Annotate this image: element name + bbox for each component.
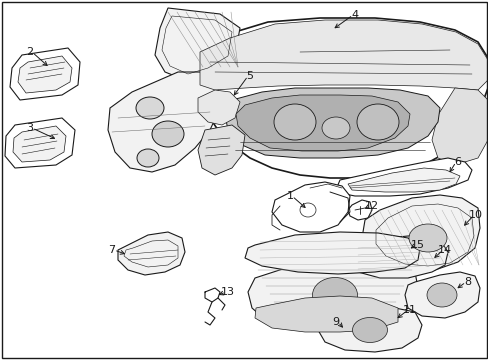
Polygon shape (347, 200, 371, 220)
Polygon shape (108, 72, 220, 172)
Text: 5: 5 (246, 71, 253, 81)
Polygon shape (431, 88, 487, 165)
Ellipse shape (352, 318, 386, 342)
Polygon shape (224, 88, 439, 158)
Text: 12: 12 (364, 201, 378, 211)
Polygon shape (347, 168, 459, 192)
Polygon shape (195, 18, 487, 178)
Polygon shape (200, 20, 487, 90)
Polygon shape (254, 296, 397, 332)
Polygon shape (18, 56, 72, 93)
Ellipse shape (137, 149, 159, 167)
Ellipse shape (321, 117, 349, 139)
Ellipse shape (273, 104, 315, 140)
Text: 15: 15 (410, 240, 424, 250)
Text: 11: 11 (402, 305, 416, 315)
Polygon shape (244, 232, 419, 274)
Ellipse shape (356, 104, 398, 140)
Polygon shape (5, 118, 75, 168)
Polygon shape (247, 258, 417, 332)
Text: 6: 6 (453, 157, 461, 167)
Text: 3: 3 (26, 123, 34, 133)
Polygon shape (404, 272, 479, 318)
Polygon shape (361, 195, 479, 272)
Text: 10: 10 (468, 210, 482, 220)
Text: 14: 14 (437, 245, 451, 255)
Polygon shape (198, 90, 240, 125)
Polygon shape (271, 182, 349, 232)
Polygon shape (345, 235, 447, 278)
Text: 13: 13 (221, 287, 235, 297)
Ellipse shape (312, 278, 357, 312)
Ellipse shape (152, 121, 183, 147)
Text: 8: 8 (464, 277, 470, 287)
Polygon shape (155, 8, 240, 80)
Polygon shape (236, 95, 409, 151)
Polygon shape (317, 308, 421, 352)
Polygon shape (334, 158, 471, 196)
Polygon shape (10, 48, 80, 100)
Polygon shape (118, 232, 184, 275)
Polygon shape (198, 125, 244, 175)
Ellipse shape (426, 283, 456, 307)
Ellipse shape (136, 97, 163, 119)
Text: 1: 1 (286, 191, 293, 201)
Text: 9: 9 (332, 317, 339, 327)
Text: 7: 7 (108, 245, 115, 255)
Text: 4: 4 (351, 10, 358, 20)
Text: 2: 2 (26, 47, 34, 57)
Ellipse shape (408, 224, 446, 252)
Ellipse shape (299, 203, 315, 217)
Polygon shape (13, 126, 66, 162)
